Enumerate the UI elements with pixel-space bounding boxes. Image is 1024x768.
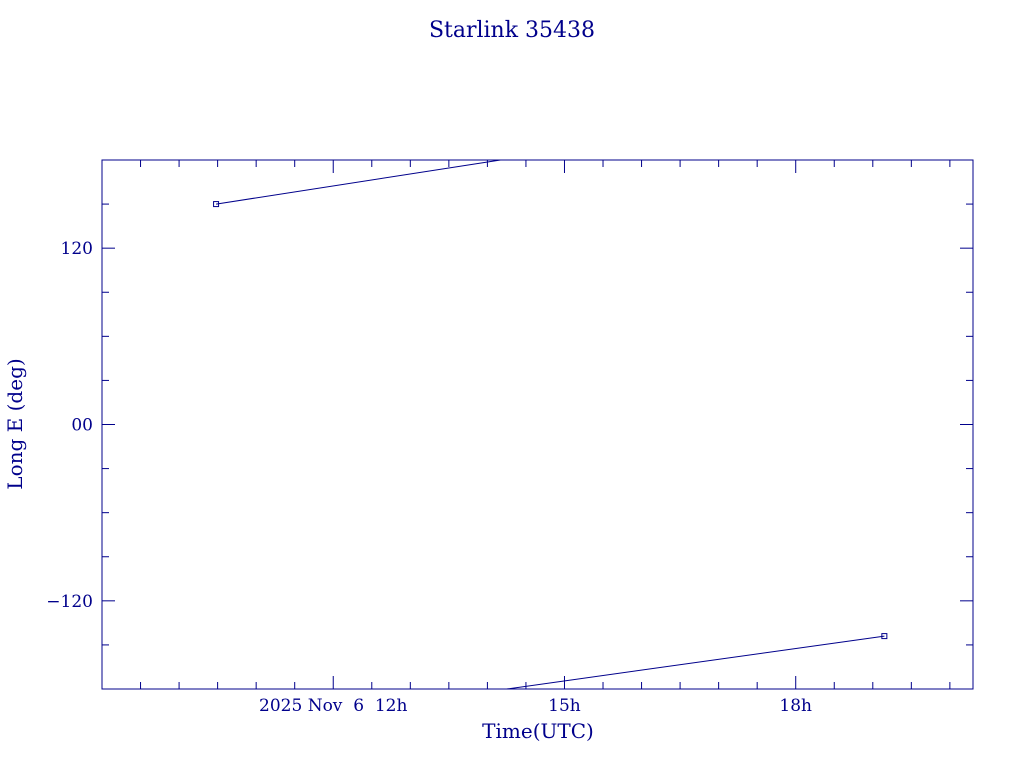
- x-axis-label: Time(UTC): [482, 719, 594, 743]
- x-tick-label: 18h: [779, 696, 812, 716]
- x-tick-label: 15h: [548, 696, 581, 716]
- data-point-marker: [213, 201, 220, 208]
- y-tick-label: 120: [61, 239, 93, 259]
- y-axis-label: Long E (deg): [3, 358, 27, 489]
- series-longitude: [213, 159, 888, 690]
- x-tick-label: 2025 Nov 6 12h: [259, 696, 407, 716]
- series-line-segment: [216, 159, 501, 205]
- y-tick-label: 00: [71, 416, 93, 436]
- chart-title: Starlink 35438: [429, 18, 595, 43]
- x-tick-labels: 2025 Nov 6 12h 15h 18h: [259, 696, 812, 716]
- data-point-marker: [881, 633, 888, 640]
- y-tick-labels: 120 00 −120: [46, 239, 93, 612]
- axis-ticks: [101, 160, 973, 689]
- series-line-segment: [506, 635, 885, 690]
- plot-frame: [101, 159, 974, 690]
- y-tick-label: −120: [46, 592, 93, 612]
